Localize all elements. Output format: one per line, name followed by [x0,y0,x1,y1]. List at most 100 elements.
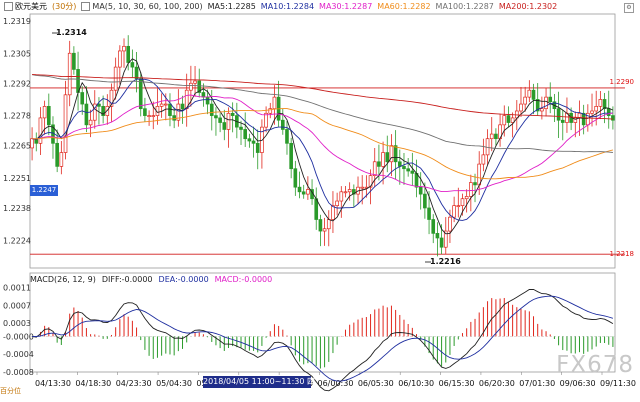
candle-body [535,99,540,112]
ma-line-ma100 [32,74,613,153]
ma-line-ma5 [32,58,614,235]
candle-body [230,112,235,116]
ma30-value: MA30:1.2287 [319,2,373,11]
candle-body [510,117,515,123]
symbol-name: 欧元美元 [15,2,47,11]
macd-tick-label: 0.0003 [3,319,31,328]
price-tick-label: 1.2305 [3,49,31,58]
candle-body [126,45,131,63]
macd-diff-line [32,288,614,392]
x-tick-label: 07/01:30 [519,379,555,388]
chart-header: 欧元美元 (30分) MA(5, 10, 30, 60, 100, 200) MA5:… [4,0,562,14]
candle-body [301,191,306,195]
watermark: FX678 [556,352,634,378]
candle-body [189,82,193,91]
macd-dea-line [32,295,614,382]
candle-body [452,205,456,218]
candle-body [439,237,444,248]
candle-body [55,142,59,167]
ma200-value: MA200:1.2302 [498,2,558,11]
candle-body [59,152,64,167]
ma60-value: MA60:1.2282 [377,2,431,11]
candle-body [326,219,331,230]
candle-body [209,103,214,116]
candle-body [172,115,176,121]
checkbox-icon[interactable] [4,2,13,11]
candle-body [406,168,410,172]
candle-body [372,161,377,176]
candle-body [502,115,507,126]
candle-body [130,62,135,68]
x-tick-label: 06/10:30 [398,379,434,388]
candle-body [159,103,164,107]
candle-body [473,182,477,186]
candle-body [460,198,465,207]
candle-body [134,66,139,80]
candle-body [247,138,252,142]
candle-body [385,152,390,163]
candle-body [602,99,607,110]
candle-body [594,106,599,112]
candle-body [218,117,222,123]
candle-body [84,103,89,126]
ma-line-ma10 [32,78,613,221]
candle-body [318,219,323,232]
ma-line-ma60 [32,108,614,180]
candle-body [343,191,348,194]
macd-dea: DEA:-0.0000 [158,275,209,284]
candle-body [331,205,335,220]
candle-body [180,103,185,110]
x-tick-label: 05/04:30 [156,379,192,388]
candle-body [544,96,548,110]
candle-body [464,196,469,200]
candle-body [251,140,256,144]
candle-body [67,52,72,96]
candle-body [556,108,561,121]
candle-body [581,112,586,126]
candle-body [109,89,114,107]
candle-body [506,115,511,123]
x-tick-label: 09/06:30 [560,379,596,388]
candle-body [214,115,218,119]
macd-header: MACD(26, 12, 9) DIFF:-0.0000 DEA:-0.0000 MA… [30,275,278,285]
candle-body [293,168,298,188]
candle-body [469,182,473,197]
candle-body [255,142,260,153]
candle-body [456,205,461,208]
candle-body [92,103,97,121]
candle-body [431,219,436,234]
candle-body [143,108,147,116]
axis-unit-label: 百分位 [0,387,21,395]
period-label: (30分) [52,2,77,11]
x-tick-label: 04/23:30 [116,379,152,388]
candle-body [423,193,427,209]
candle-body [443,230,448,248]
candle-body [368,175,373,188]
candle-body [489,133,494,140]
candle-body [268,108,273,114]
checkbox-icon[interactable] [81,2,91,11]
candle-body [297,186,302,193]
candle-body [163,103,168,106]
hline-label-high: 1.2290 [609,78,635,86]
x-tick-label: 06/15:30 [439,379,475,388]
candle-body [80,92,85,105]
macd-value: MACD:-0.0000 [214,275,273,284]
macd-diff: DIFF:-0.0000 [101,275,153,284]
candle-body [289,142,293,170]
price-tick-label: 1.2319 [3,17,31,26]
candle-body [113,66,118,91]
candle-body [197,80,202,93]
candle-body [205,96,210,105]
macd-tick-label: 0.0011 [3,283,31,292]
candle-body [226,112,231,130]
candle-body [151,115,156,117]
gear-icon[interactable]: ⚙ [624,3,634,13]
candle-body [481,154,486,165]
candle-body [176,103,181,121]
candle-body [448,216,452,232]
macd-params: MACD(26, 12, 9) [30,275,96,284]
candle-body [531,89,536,100]
candle-body [347,189,352,193]
